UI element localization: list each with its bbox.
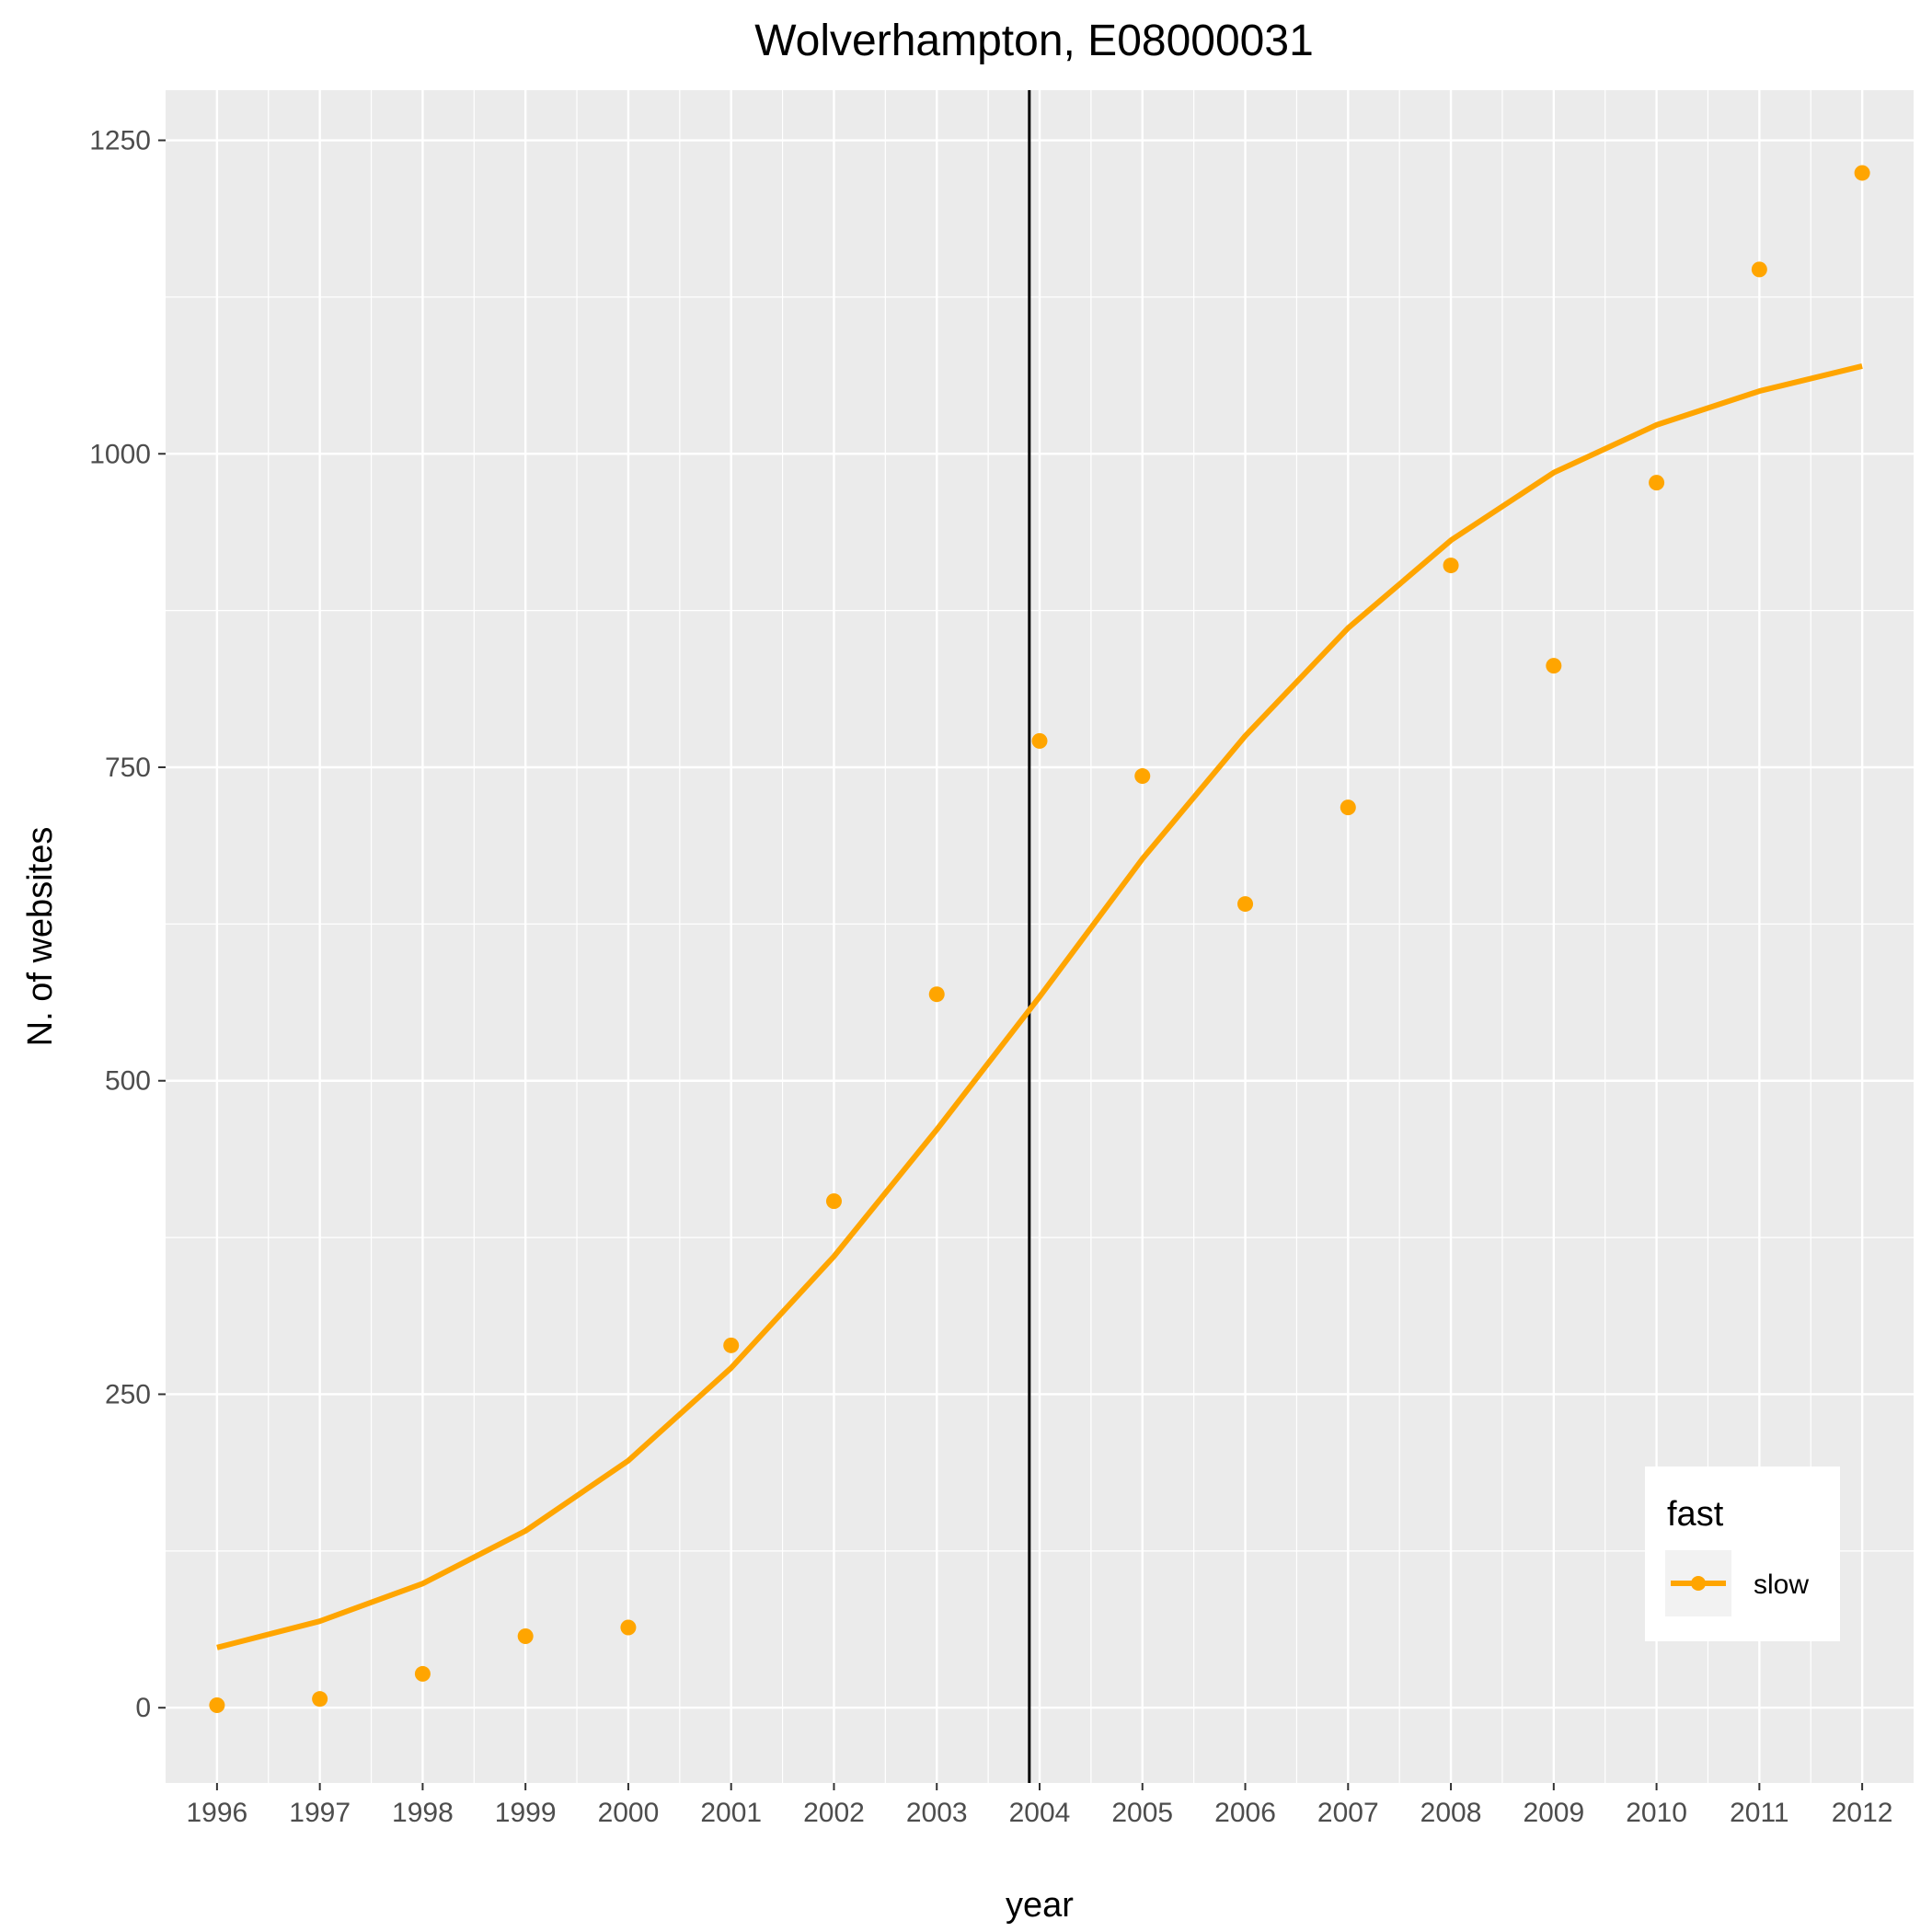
data-point-2005 (1134, 768, 1151, 785)
x-tick-label: 2011 (1730, 1798, 1789, 1828)
grid-lines (166, 90, 1914, 1783)
x-tick-label: 2003 (906, 1798, 968, 1828)
data-point-1998 (414, 1665, 431, 1682)
data-point-2004 (1031, 732, 1048, 749)
legend-key-point (1691, 1576, 1706, 1591)
data-point-1996 (209, 1696, 225, 1713)
chart-title: Wolverhampton, E08000031 (754, 17, 1314, 65)
data-point-1997 (312, 1691, 328, 1708)
axes: 1996 1997 1998 1999 2000 2001 2002 2003 2004 2005… (89, 126, 1892, 1828)
x-tick-label: 2010 (1626, 1798, 1687, 1828)
x-tick-label: 2012 (1832, 1798, 1893, 1828)
legend-label-slow: slow (1754, 1570, 1809, 1600)
data-point-2002 (825, 1193, 842, 1210)
legend: fast slow (1645, 1466, 1840, 1641)
y-axis-title: N. of websites (21, 827, 60, 1047)
y-tick-label: 0 (135, 1693, 151, 1723)
x-tick-label: 2008 (1420, 1798, 1482, 1828)
x-tick-label: 1999 (495, 1798, 557, 1828)
x-tick-label: 2006 (1214, 1798, 1276, 1828)
x-tick-label: 2005 (1111, 1798, 1173, 1828)
y-tick-label: 1000 (89, 439, 151, 469)
data-point-2000 (620, 1619, 637, 1636)
data-point-2011 (1751, 261, 1767, 278)
data-point-1999 (517, 1628, 534, 1645)
x-tick-label: 2002 (803, 1798, 865, 1828)
x-tick-label: 2001 (700, 1798, 762, 1828)
series-line-slow (216, 362, 1863, 1650)
x-tick-label: 2009 (1523, 1798, 1584, 1828)
data-layer (209, 90, 1870, 1783)
data-point-2010 (1649, 475, 1665, 491)
y-tick-label: 750 (105, 753, 151, 783)
y-tick-label: 500 (105, 1066, 151, 1097)
x-tick-label: 2000 (598, 1798, 660, 1828)
x-tick-label: 2004 (1009, 1798, 1071, 1828)
x-tick-label: 1996 (187, 1798, 248, 1828)
y-tick-label: 1250 (89, 126, 151, 156)
x-tick-label: 1997 (289, 1798, 351, 1828)
data-point-2012 (1854, 165, 1870, 181)
data-point-2008 (1443, 558, 1459, 574)
legend-title: fast (1667, 1495, 1724, 1534)
data-point-2003 (928, 986, 945, 1003)
data-point-2006 (1237, 896, 1254, 913)
data-point-2001 (723, 1337, 740, 1353)
data-point-2009 (1546, 658, 1562, 674)
y-tick-label: 250 (105, 1379, 151, 1409)
x-tick-label: 2007 (1317, 1798, 1379, 1828)
data-point-2007 (1340, 799, 1356, 816)
x-axis-title: year (1006, 1886, 1074, 1925)
x-tick-label: 1998 (392, 1798, 454, 1828)
